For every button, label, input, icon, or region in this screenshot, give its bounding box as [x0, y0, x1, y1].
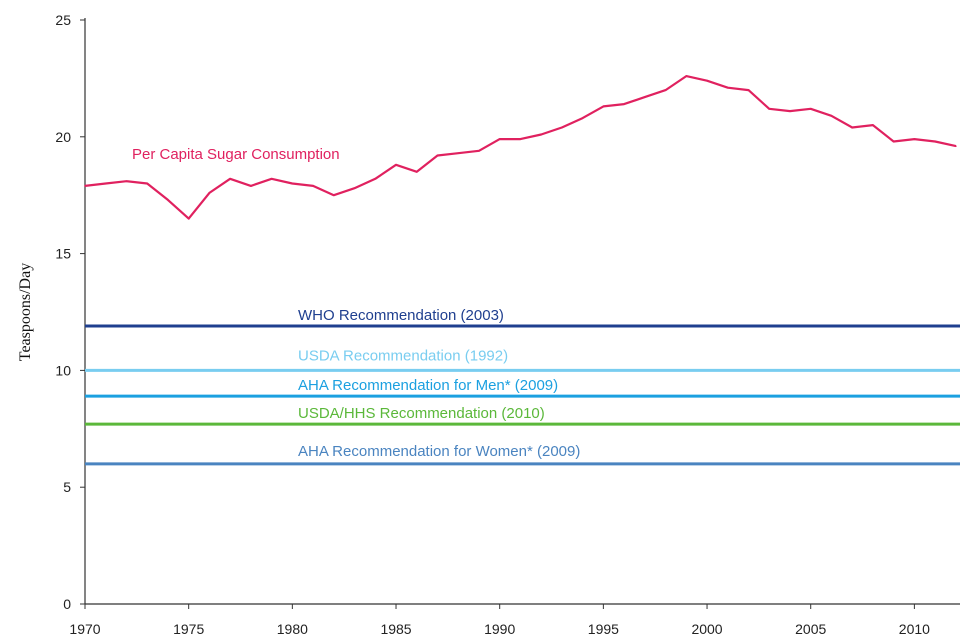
- series-point: [664, 89, 667, 91]
- reference-line-label: AHA Recommendation for Men* (2009): [298, 377, 558, 394]
- series-point: [457, 152, 460, 154]
- series-point: [809, 107, 812, 110]
- series-point: [747, 89, 750, 91]
- y-axis-label: Teaspoons/Day: [17, 263, 34, 361]
- series-point: [229, 178, 231, 180]
- x-tick-label: 1975: [173, 621, 204, 637]
- x-tick-label: 2010: [899, 621, 930, 637]
- series-point: [125, 180, 128, 182]
- series-point: [872, 124, 874, 126]
- series-point: [581, 117, 584, 119]
- y-tick-label: 10: [55, 362, 71, 378]
- axes: 0 5 10 15 20 25 1970 1975 1980 1985 1990 1995 2000 20…: [55, 12, 960, 637]
- series-point: [84, 185, 86, 187]
- series-point: [436, 154, 439, 157]
- series-point: [146, 182, 149, 185]
- series-point: [415, 171, 418, 173]
- series-point: [250, 185, 252, 187]
- series-point: [913, 138, 916, 140]
- series-label: Per Capita Sugar Consumption: [132, 146, 340, 163]
- series-point: [892, 140, 895, 143]
- x-tick-label: 1990: [484, 621, 515, 637]
- series-point: [104, 182, 107, 185]
- x-tick-label: 2005: [795, 621, 826, 637]
- series-point: [374, 178, 377, 180]
- series-point: [270, 178, 273, 180]
- y-tick-label: 20: [55, 129, 71, 145]
- series-point: [353, 187, 356, 189]
- series-point: [312, 185, 314, 187]
- reference-lines: [85, 324, 960, 466]
- series-point: [187, 217, 190, 220]
- x-tick-label: 2000: [691, 621, 722, 637]
- series-point: [644, 96, 646, 98]
- series-point: [540, 133, 542, 136]
- series-point: [498, 138, 501, 140]
- series-point: [561, 126, 563, 129]
- series-point: [706, 79, 708, 82]
- y-tick-label: 5: [63, 479, 71, 495]
- series-point: [291, 182, 294, 185]
- series-point: [602, 105, 605, 108]
- series-point: [789, 110, 791, 112]
- labels: WHO Recommendation (2003) USDA Recommenda…: [132, 146, 580, 460]
- series-point: [478, 150, 480, 152]
- series-point: [934, 140, 936, 143]
- series-point: [333, 194, 335, 196]
- y-tick-label: 25: [55, 12, 71, 28]
- series-point: [830, 114, 833, 117]
- series-point: [726, 86, 729, 89]
- reference-line-label: AHA Recommendation for Women* (2009): [298, 443, 580, 460]
- reference-line-label: USDA/HHS Recommendation (2010): [298, 405, 545, 422]
- x-tick-label: 1995: [588, 621, 619, 637]
- x-tick-label: 1980: [277, 621, 308, 637]
- series-point: [167, 199, 169, 201]
- series-point: [685, 75, 688, 77]
- series-layer: [84, 74, 957, 220]
- series-point: [208, 192, 211, 194]
- x-tick-label: 1985: [380, 621, 411, 637]
- reference-line-label: USDA Recommendation (1992): [298, 347, 508, 364]
- series-point: [395, 164, 397, 166]
- series-point: [955, 145, 957, 147]
- series-point: [851, 126, 853, 129]
- series-point: [768, 107, 771, 110]
- series-point: [623, 103, 625, 105]
- y-tick-label: 15: [55, 246, 71, 262]
- x-tick-label: 1970: [69, 621, 100, 637]
- series-point: [519, 138, 522, 140]
- y-tick-label: 0: [63, 596, 71, 612]
- reference-line-label: WHO Recommendation (2003): [298, 307, 504, 324]
